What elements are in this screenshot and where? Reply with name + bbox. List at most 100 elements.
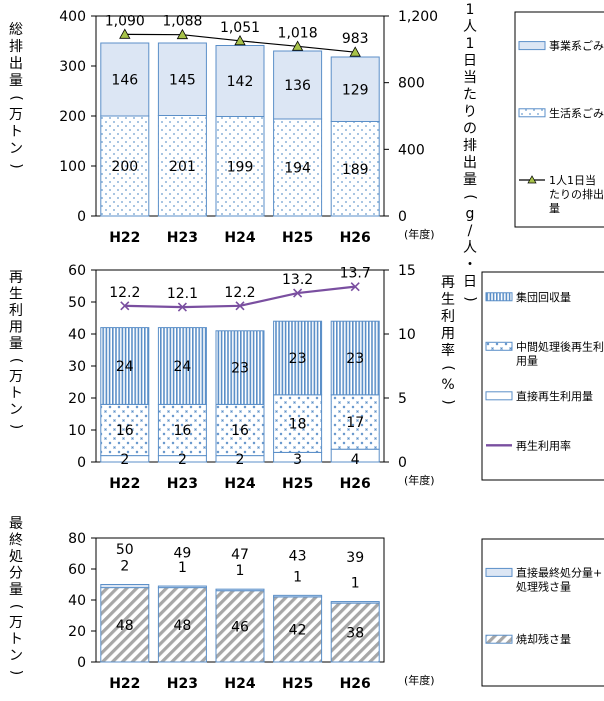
y-tick-label: 40 bbox=[68, 327, 86, 343]
svg-text:ト: ト bbox=[9, 632, 23, 648]
legend-label: 処理残さ量 bbox=[516, 579, 571, 593]
svg-text:ト: ト bbox=[9, 124, 23, 140]
svg-text:利: 利 bbox=[441, 309, 455, 325]
series-point bbox=[120, 301, 130, 311]
y2-tick-label: 800 bbox=[398, 76, 425, 92]
svg-text:日: 日 bbox=[463, 53, 477, 69]
svg-text:(: ( bbox=[440, 365, 456, 370]
y-tick-label: 60 bbox=[68, 562, 86, 578]
data-label: 200 bbox=[111, 159, 138, 175]
svg-text:総: 総 bbox=[9, 22, 23, 38]
bar-segment bbox=[330, 320, 380, 396]
line-data-label: 983 bbox=[342, 31, 369, 47]
svg-text:り: り bbox=[463, 104, 477, 120]
bar-segment bbox=[157, 585, 207, 589]
legend-label: たりの排出 bbox=[549, 187, 604, 201]
svg-text:・: ・ bbox=[463, 257, 477, 273]
svg-text:処: 処 bbox=[9, 549, 23, 565]
bar-segment bbox=[100, 42, 150, 117]
y-tick-label: 400 bbox=[59, 9, 86, 25]
y-tick-label: 100 bbox=[59, 159, 86, 175]
x-tick-label: H22 bbox=[109, 230, 140, 246]
svg-text:再: 再 bbox=[441, 275, 455, 291]
data-label: 146 bbox=[111, 73, 138, 89]
legend-swatch bbox=[485, 341, 513, 351]
svg-text:(: ( bbox=[462, 194, 478, 199]
y-tick-label: 0 bbox=[77, 655, 86, 671]
y2-tick-label: 10 bbox=[398, 327, 416, 343]
series-point bbox=[177, 302, 187, 312]
svg-text:出: 出 bbox=[463, 155, 477, 171]
y-tick-label: 300 bbox=[59, 59, 86, 75]
svg-text:排: 排 bbox=[9, 39, 23, 55]
data-label: 4 bbox=[351, 452, 360, 468]
chart-panel-1: 0 100 200 300 400 0 400 800 1,200 H22 H23 H24 H25 H26… bbox=[8, 2, 604, 302]
data-label: 23 bbox=[346, 351, 364, 367]
svg-text:1: 1 bbox=[466, 2, 475, 18]
x-tick-label: H24 bbox=[224, 230, 255, 246]
bar-segment bbox=[330, 601, 380, 604]
svg-text:率: 率 bbox=[441, 342, 455, 359]
svg-text:終: 終 bbox=[9, 533, 23, 549]
svg-text:量: 量 bbox=[463, 172, 477, 188]
bar-segment bbox=[100, 327, 150, 405]
svg-text:生: 生 bbox=[441, 292, 455, 308]
total-label: 50 bbox=[116, 542, 134, 558]
y-axis-title: 最終処分量 (万トン) bbox=[8, 516, 24, 675]
series-point bbox=[291, 40, 304, 51]
data-label: 46 bbox=[231, 619, 249, 635]
x-unit-label: (年度) bbox=[404, 473, 435, 487]
x-tick-label: H26 bbox=[340, 230, 371, 246]
legend-label: 焼却残さ量 bbox=[516, 632, 571, 646]
svg-text:ン: ン bbox=[9, 648, 23, 664]
svg-text:万: 万 bbox=[9, 107, 23, 123]
svg-text:出: 出 bbox=[9, 56, 23, 72]
data-label: 136 bbox=[284, 78, 311, 94]
line-data-label: 12.1 bbox=[167, 286, 198, 302]
data-label: 201 bbox=[169, 159, 196, 175]
legend-label: 1人1日当 bbox=[549, 173, 596, 187]
svg-text:1: 1 bbox=[466, 36, 475, 52]
bar-segment bbox=[330, 394, 380, 450]
series-point bbox=[350, 282, 360, 292]
data-label: 23 bbox=[289, 351, 307, 367]
x-tick-label: H25 bbox=[282, 230, 313, 246]
legend-label: 集団回収量 bbox=[516, 290, 571, 304]
x-tick-label: H24 bbox=[224, 476, 255, 492]
svg-text:排: 排 bbox=[463, 138, 477, 154]
svg-text:た: た bbox=[463, 87, 477, 103]
y-tick-label: 60 bbox=[68, 263, 86, 279]
svg-text:人: 人 bbox=[463, 19, 477, 35]
bar-segment bbox=[100, 115, 150, 217]
total-label: 47 bbox=[231, 547, 249, 563]
bar-segment bbox=[157, 42, 207, 116]
bar-segment bbox=[215, 588, 265, 592]
data-label: 2 bbox=[120, 559, 129, 575]
x-tick-label: H25 bbox=[282, 676, 313, 692]
data-label: 16 bbox=[231, 423, 249, 439]
svg-text:): ) bbox=[8, 424, 24, 429]
y2-tick-label: 400 bbox=[398, 142, 425, 158]
total-label: 39 bbox=[346, 550, 364, 566]
svg-text:(: ( bbox=[8, 95, 24, 100]
svg-text:用: 用 bbox=[9, 320, 23, 336]
data-label: 23 bbox=[231, 361, 249, 377]
data-label: 24 bbox=[116, 359, 134, 375]
data-label: 1 bbox=[293, 569, 302, 585]
line-data-label: 13.7 bbox=[340, 266, 371, 282]
svg-text:/: / bbox=[468, 223, 473, 239]
bar-segment bbox=[157, 587, 207, 663]
bar-segment bbox=[273, 50, 323, 120]
legend-label: 再生利用率 bbox=[516, 438, 571, 452]
bar-segment bbox=[330, 602, 380, 663]
line-data-label: 1,088 bbox=[162, 14, 202, 30]
svg-text:): ) bbox=[462, 296, 478, 301]
y-tick-label: 50 bbox=[68, 295, 86, 311]
bar-segment bbox=[215, 116, 265, 217]
legend-label: 生活系ごみ bbox=[549, 106, 604, 120]
x-tick-label: H23 bbox=[167, 230, 198, 246]
legend-swatch bbox=[485, 391, 513, 401]
x-tick-label: H23 bbox=[167, 476, 198, 492]
